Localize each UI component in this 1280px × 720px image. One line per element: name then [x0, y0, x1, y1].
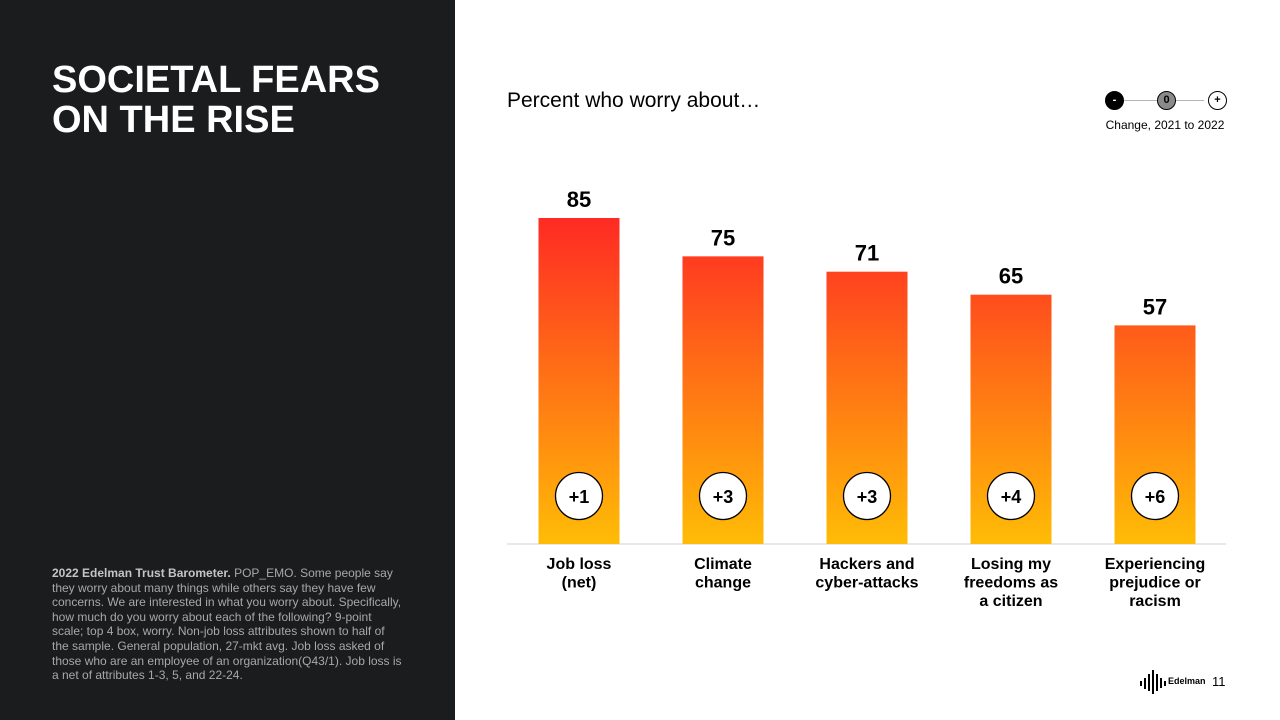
- category-label: Experiencing: [1105, 556, 1205, 573]
- change-legend: - 0 + Change, 2021 to 2022: [1100, 90, 1230, 135]
- bar-value-label: 71: [855, 241, 879, 266]
- change-circle: [554, 471, 604, 521]
- source-note: 2022 Edelman Trust Barometer. POP_EMO. S…: [52, 566, 402, 683]
- category-label: cyber-attacks: [815, 575, 918, 592]
- category-label: Job loss: [547, 556, 612, 573]
- category-label: Losing my: [971, 556, 1051, 573]
- change-circle: [986, 471, 1036, 521]
- page-number: 11: [1212, 674, 1226, 689]
- change-circle: [698, 471, 748, 521]
- change-label: +6: [1145, 487, 1166, 507]
- change-label: +4: [1001, 487, 1022, 507]
- source-note-bold: 2022 Edelman Trust Barometer.: [52, 566, 231, 580]
- bars-layer: 85 +1 Job loss (net) 75 +3 Climate change 71 +3 Ha…: [538, 187, 1205, 610]
- bar-value-label: 75: [711, 225, 735, 250]
- change-label: +1: [569, 487, 590, 507]
- legend-label: Change, 2021 to 2022: [1105, 118, 1225, 132]
- legend-zero-dot: 0: [1157, 91, 1176, 110]
- edelman-logo-mark: [1140, 670, 1166, 694]
- change-circle: [1130, 471, 1180, 521]
- category-label: a citizen: [979, 593, 1042, 610]
- change-label: +3: [713, 487, 734, 507]
- category-label: change: [695, 575, 751, 592]
- left-panel: SOCIETAL FEARS ON THE RISE 2022 Edelman …: [0, 0, 455, 720]
- category-label: (net): [562, 575, 597, 592]
- change-label: +3: [857, 487, 878, 507]
- category-label: freedoms as: [964, 575, 1058, 592]
- title-line-1: SOCIETAL FEARS: [52, 59, 380, 101]
- bar-value-label: 65: [999, 264, 1023, 289]
- change-circle: [842, 471, 892, 521]
- page-title: SOCIETAL FEARS ON THE RISE: [52, 60, 432, 140]
- title-line-2: ON THE RISE: [52, 99, 295, 141]
- legend-positive-dot: +: [1208, 91, 1227, 110]
- bar-value-label: 85: [567, 187, 591, 212]
- legend-negative-dot: -: [1105, 91, 1124, 110]
- chart-subtitle: Percent who worry about…: [507, 89, 761, 112]
- edelman-logo: Edelman: [1140, 668, 1210, 694]
- source-note-text: POP_EMO. Some people say they worry abou…: [52, 566, 402, 683]
- category-label: racism: [1129, 593, 1181, 610]
- category-label: prejudice or: [1109, 575, 1201, 592]
- edelman-logo-text: Edelman: [1168, 676, 1206, 686]
- category-label: Climate: [694, 556, 752, 573]
- bar-value-label: 57: [1143, 294, 1167, 319]
- category-label: Hackers and: [819, 556, 914, 573]
